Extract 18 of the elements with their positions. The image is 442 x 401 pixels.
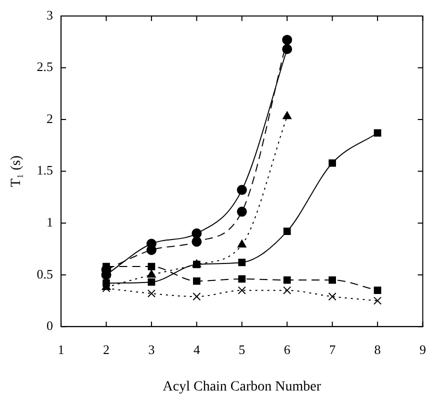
y-tick-label: 2 — [46, 110, 54, 126]
x-tick-label: 5 — [238, 342, 246, 357]
x-tick-label: 6 — [284, 342, 291, 357]
y-axis-title: T₁ (s) — [9, 155, 24, 188]
y-tick-label: 0 — [46, 318, 54, 334]
x-tick-label: 3 — [148, 342, 155, 357]
x-tick-label: 8 — [374, 342, 381, 357]
x-tick-label: 2 — [103, 342, 110, 357]
x-tick-label: 4 — [193, 342, 200, 357]
y-tick-label: 2.5 — [36, 59, 54, 74]
x-tick-label: 1 — [58, 342, 64, 357]
x-tick-label: 9 — [420, 342, 426, 357]
y-tick-label: 3 — [46, 7, 54, 22]
x-tick-label: 7 — [329, 342, 336, 357]
x-axis-title: Acyl Chain Carbon Number — [162, 379, 322, 394]
y-tick-label: 1.5 — [36, 162, 54, 178]
y-tick-label: 0.5 — [36, 266, 54, 282]
y-tick-label: 1 — [46, 214, 54, 230]
